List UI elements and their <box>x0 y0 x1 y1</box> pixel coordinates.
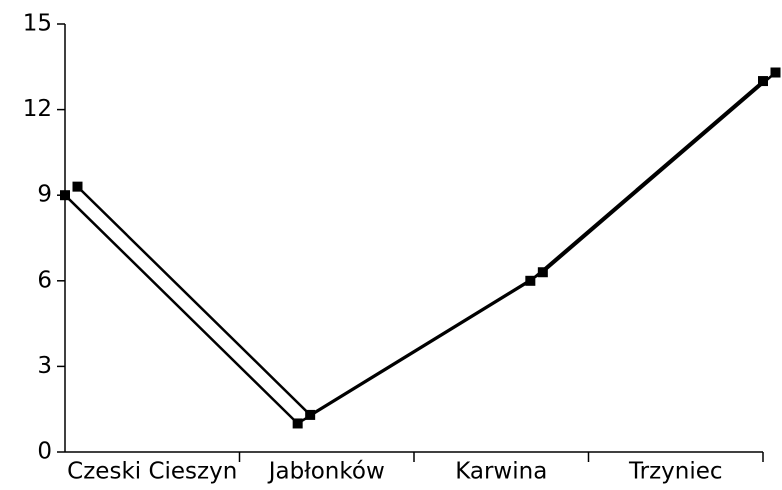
y-tick-label: 0 <box>37 439 52 465</box>
series-line <box>76 71 777 417</box>
point-marker <box>770 67 781 78</box>
x-tick-label: Karwina <box>455 459 547 485</box>
y-tick-label: 6 <box>37 267 52 293</box>
y-tick-label: 12 <box>23 96 52 122</box>
point-marker <box>72 181 83 192</box>
point-marker <box>758 76 768 87</box>
point-marker <box>305 409 316 420</box>
x-tick-label: Trzyniec <box>628 459 723 485</box>
y-tick-label: 15 <box>23 11 52 37</box>
point-marker <box>60 190 70 201</box>
x-tick-label: Czeski Cieszyn <box>67 459 237 485</box>
point-marker <box>292 418 303 429</box>
series-line <box>64 80 764 426</box>
y-tick-label: 9 <box>37 182 52 208</box>
y-tick-label: 3 <box>37 353 52 379</box>
x-tick-label: Jabłonków <box>267 459 385 485</box>
point-marker <box>537 267 548 278</box>
